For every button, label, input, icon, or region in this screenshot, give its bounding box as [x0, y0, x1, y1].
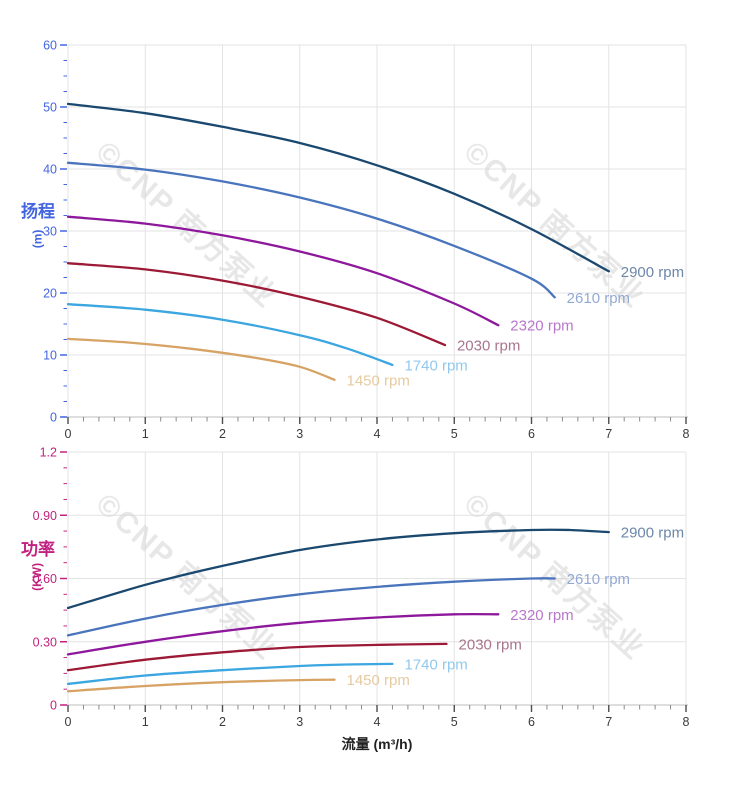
x-tick-label: 8	[683, 427, 690, 441]
y-tick-label: 40	[43, 163, 57, 177]
head-axis-title: 扬程 (m)	[21, 202, 55, 248]
x-tick-label: 3	[296, 427, 303, 441]
watermark: ©CNP 南方泵业	[89, 487, 284, 667]
y-tick-label: 0.90	[33, 509, 57, 523]
x-tick-label: 3	[296, 715, 303, 729]
y-tick-label: 10	[43, 349, 57, 363]
curve-label-1450-rpm: 1450 rpm	[347, 672, 410, 689]
y-tick-label: 0.30	[33, 635, 57, 649]
y-tick-label: 0	[50, 411, 57, 425]
y-tick-label: 20	[43, 287, 57, 301]
curve-2320-rpm	[66, 215, 500, 327]
curve-1740-rpm	[66, 662, 394, 686]
watermark: ©CNP 南方泵业	[457, 135, 652, 315]
curve-2320-rpm	[66, 612, 500, 656]
x-tick-label: 7	[605, 427, 612, 441]
power-x-axis: 0 1 2 3 4 5 6 7 8	[65, 705, 690, 729]
curve-label-2030-rpm: 2030 rpm	[457, 338, 520, 355]
x-tick-label: 5	[451, 427, 458, 441]
head-axis-title-text: 扬程	[21, 202, 55, 221]
y-tick-label: 0	[50, 699, 57, 713]
x-tick-label: 6	[528, 715, 535, 729]
curve-2030-rpm	[66, 642, 448, 672]
curve-label-2030-rpm: 2030 rpm	[459, 636, 522, 653]
curve-label-1450-rpm: 1450 rpm	[347, 372, 410, 389]
curve-label-2610-rpm: 2610 rpm	[567, 290, 630, 307]
y-tick-label: 60	[43, 39, 57, 53]
curve-1450-rpm	[66, 678, 336, 693]
power-axis-title-text: 功率	[21, 540, 55, 559]
power-axis-title: 功率 (KW)	[21, 540, 55, 590]
x-tick-label: 4	[374, 715, 381, 729]
curve-label-2320-rpm: 2320 rpm	[510, 318, 573, 335]
curve-label-2900-rpm: 2900 rpm	[621, 264, 684, 281]
x-tick-label: 1	[142, 715, 149, 729]
curve-2900-rpm	[66, 102, 610, 273]
x-tick-label: 8	[683, 715, 690, 729]
x-tick-label: 5	[451, 715, 458, 729]
curve-1450-rpm	[66, 337, 336, 381]
curve-label-2320-rpm: 2320 rpm	[510, 607, 573, 624]
x-tick-label: 2	[219, 427, 226, 441]
x-tick-label: 0	[65, 427, 72, 441]
y-tick-label: 0.60	[33, 572, 57, 586]
curve-2030-rpm	[66, 262, 447, 347]
x-tick-label: 4	[374, 427, 381, 441]
x-tick-label: 0	[65, 715, 72, 729]
curve-label-1740-rpm: 1740 rpm	[404, 656, 467, 673]
curve-2610-rpm	[66, 161, 556, 299]
x-tick-label: 1	[142, 427, 149, 441]
y-tick-label: 1.2	[40, 446, 57, 460]
y-tick-label: 30	[43, 225, 57, 239]
head-x-axis: 0 1 2 3 4 5 6 7 8	[65, 417, 690, 441]
x-tick-label: 2	[219, 715, 226, 729]
y-tick-label: 50	[43, 101, 57, 115]
curve-2610-rpm	[66, 577, 556, 637]
x-tick-label: 7	[605, 715, 612, 729]
curve-label-2900-rpm: 2900 rpm	[621, 525, 684, 542]
curve-label-1740-rpm: 1740 rpm	[404, 357, 467, 374]
head-axis-unit: (m)	[30, 229, 45, 248]
power-axis-unit: (KW)	[30, 562, 45, 591]
curve-2900-rpm	[66, 528, 610, 610]
curve-1740-rpm	[66, 303, 394, 367]
head-y-axis: 0 10 20 30 40 50 60	[43, 39, 67, 425]
head-grid	[67, 44, 687, 417]
power-y-axis: 0 0.30 0.60 0.90 1.2	[33, 446, 67, 713]
x-tick-label: 6	[528, 427, 535, 441]
curve-label-2610-rpm: 2610 rpm	[567, 571, 630, 588]
flow-axis-title: 流量 (m³/h)	[341, 736, 413, 752]
